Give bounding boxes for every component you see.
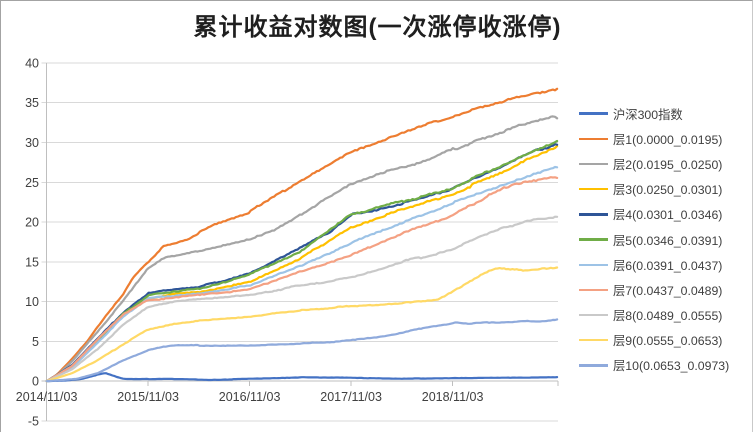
legend-label: 层2(0.0195_0.0250) xyxy=(613,157,723,172)
legend-label: 层6(0.0391_0.0437) xyxy=(613,258,723,273)
legend-line-swatch xyxy=(579,339,608,342)
legend-item: 层2(0.0195_0.0250) xyxy=(579,151,752,176)
x-axis-label: 2016/11/03 xyxy=(219,390,281,404)
series-line-层6(0.0391_0.0437) xyxy=(45,165,559,383)
legend-line-swatch xyxy=(579,187,608,191)
legend-label: 层10(0.0653_0.0973) xyxy=(613,359,730,374)
legend-item: 层4(0.0301_0.0346) xyxy=(579,202,752,227)
legend-label: 层5(0.0346_0.0391) xyxy=(613,233,723,248)
x-axis-label: 2018/11/03 xyxy=(422,390,484,404)
y-axis-label: 20 xyxy=(25,216,39,230)
legend-label: 层4(0.0301_0.0346) xyxy=(613,208,723,223)
legend-item: 层5(0.0346_0.0391) xyxy=(579,227,752,252)
chart-title: 累计收益对数图(一次涨停收涨停) xyxy=(193,14,562,41)
legend-line-swatch xyxy=(579,112,608,115)
legend-line-swatch xyxy=(579,162,608,166)
legend-line-swatch xyxy=(579,364,608,367)
series-line-层8(0.0489_0.0555) xyxy=(45,215,559,383)
y-axis-label: 15 xyxy=(25,255,39,269)
legend-item: 层9(0.0555_0.0653) xyxy=(579,328,752,353)
legend-line-swatch xyxy=(579,313,608,317)
legend-item: 层8(0.0489_0.0555) xyxy=(579,303,752,328)
y-axis-label: 5 xyxy=(32,335,39,349)
y-axis-label: 35 xyxy=(25,96,39,110)
legend-label: 层7(0.0437_0.0489) xyxy=(613,283,723,298)
legend-label: 层1(0.0000_0.0195) xyxy=(613,132,723,147)
legend-line-swatch xyxy=(579,263,608,266)
legend-line-swatch xyxy=(579,288,608,292)
series-line-层2(0.0195_0.0250) xyxy=(45,115,559,383)
y-axis-label: 0 xyxy=(32,375,39,389)
legend-label: 沪深300指数 xyxy=(613,107,683,122)
legend: 沪深300指数层1(0.0000_0.0195) 层2(0.0195_0.0250… xyxy=(579,101,752,378)
y-axis-label: -5 xyxy=(28,414,39,428)
x-axis-label: 2015/11/03 xyxy=(117,390,179,404)
series-line-层7(0.0437_0.0489) xyxy=(45,176,559,383)
legend-item: 层1(0.0000_0.0195) xyxy=(579,126,752,151)
x-axis-label: 2017/11/03 xyxy=(320,390,382,404)
legend-item: 层3(0.0250_0.0301) xyxy=(579,177,752,202)
legend-label: 层9(0.0555_0.0653) xyxy=(613,334,723,349)
legend-label: 层3(0.0250_0.0301) xyxy=(613,183,723,198)
y-axis-label: 30 xyxy=(25,136,39,150)
legend-item: 层6(0.0391_0.0437) xyxy=(579,252,752,277)
y-axis-label: 40 xyxy=(25,56,39,70)
y-axis-label: 25 xyxy=(25,176,39,190)
series-line-沪深300指数 xyxy=(45,372,559,383)
legend-item: 层10(0.0653_0.0973) xyxy=(579,353,752,378)
legend-line-swatch xyxy=(579,238,608,241)
x-axis-label: 2014/11/03 xyxy=(16,390,78,404)
y-axis-label: 10 xyxy=(25,295,39,309)
series-line-层1(0.0000_0.0195) xyxy=(45,87,559,383)
legend-item: 沪深300指数 xyxy=(579,101,752,126)
series-line-层10(0.0653_0.0973) xyxy=(45,318,559,383)
legend-line-swatch xyxy=(579,137,608,140)
legend-line-swatch xyxy=(579,213,608,216)
legend-item: 层7(0.0437_0.0489) xyxy=(579,277,752,302)
legend-label: 层8(0.0489_0.0555) xyxy=(613,309,723,324)
series-line-层9(0.0555_0.0653) xyxy=(45,266,559,383)
